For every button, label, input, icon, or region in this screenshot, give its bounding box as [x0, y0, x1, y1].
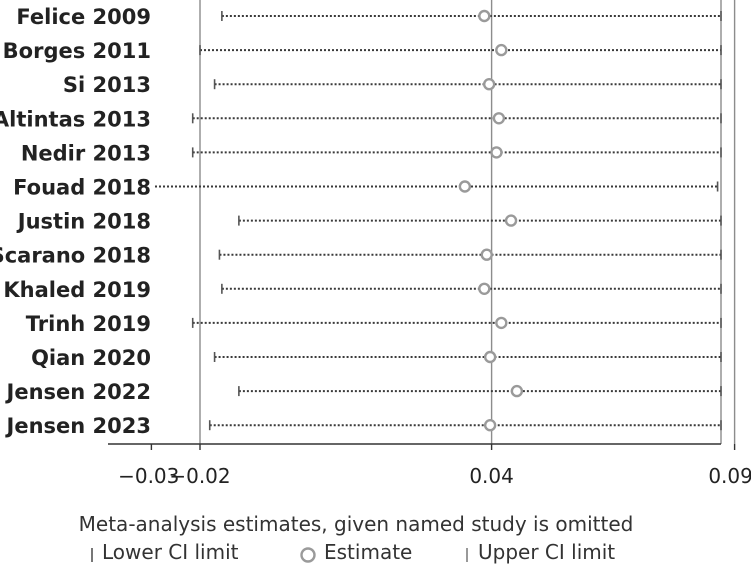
study-label: Trinh 2019 — [26, 312, 151, 336]
estimate-marker — [478, 282, 491, 295]
study-row: Fouad 2018 — [13, 176, 719, 200]
study-label: Justin 2018 — [16, 210, 151, 234]
study-label: Altintas 2013 — [0, 107, 151, 131]
study-row: Si 2013 — [63, 73, 722, 97]
chart-caption: Meta-analysis estimates, given named stu… — [79, 512, 634, 536]
estimate-marker — [480, 248, 493, 261]
estimate-marker — [495, 316, 508, 330]
estimate-marker — [482, 77, 496, 91]
study-label: Scarano 2018 — [0, 244, 151, 268]
study-row: Felice 2009 — [16, 5, 722, 29]
legend: Lower CI limit Estimate Upper CI limit — [91, 540, 615, 564]
x-tick-label: 0.04 — [469, 464, 514, 488]
study-label: Qian 2020 — [31, 346, 151, 370]
study-label: Felice 2009 — [16, 5, 151, 29]
study-label: Fouad 2018 — [13, 176, 151, 200]
estimate-marker — [483, 419, 497, 432]
x-tick-label: 0.09 — [708, 464, 751, 488]
legend-estimate-symbol — [300, 547, 316, 563]
study-row: Jensen 2023 — [5, 414, 722, 438]
estimate-marker — [478, 9, 491, 23]
study-label: Jensen 2022 — [5, 380, 151, 404]
estimate-marker — [490, 146, 503, 159]
study-label: Nedir 2013 — [21, 141, 151, 165]
estimate-marker — [492, 112, 506, 125]
estimate-marker — [458, 180, 472, 193]
study-row: Jensen 2022 — [5, 380, 722, 404]
x-tick-label: −0.02 — [169, 464, 230, 488]
x-tick-label: −0.03 — [118, 464, 179, 488]
study-label: Borges 2011 — [3, 39, 151, 63]
study-row: Justin 2018 — [16, 210, 722, 234]
legend-upper-ci-label: Upper CI limit — [478, 540, 615, 564]
study-row: Qian 2020 — [31, 346, 722, 370]
study-label: Khaled 2019 — [3, 278, 151, 302]
estimate-marker — [510, 384, 524, 398]
estimate-marker — [495, 43, 508, 57]
legend-estimate-label: Estimate — [324, 540, 412, 564]
study-row: Khaled 2019 — [3, 278, 722, 302]
estimate-marker — [483, 350, 497, 364]
study-row: Borges 2011 — [3, 39, 722, 63]
estimate-marker — [504, 214, 518, 227]
legend-lower-ci-label: Lower CI limit — [102, 540, 239, 564]
study-row: Trinh 2019 — [26, 312, 722, 336]
study-label: Jensen 2023 — [5, 414, 151, 438]
x-axis: −0.03−0.020.040.090.10 — [108, 443, 751, 488]
study-row: Altintas 2013 — [0, 107, 722, 131]
study-row: Scarano 2018 — [0, 244, 722, 268]
study-rows: Felice 2009 Borges 2011 Si 2013 Altintas 20… — [0, 5, 722, 438]
study-row: Nedir 2013 — [21, 141, 722, 165]
reference-lines — [199, 0, 736, 444]
study-label: Si 2013 — [63, 73, 151, 97]
